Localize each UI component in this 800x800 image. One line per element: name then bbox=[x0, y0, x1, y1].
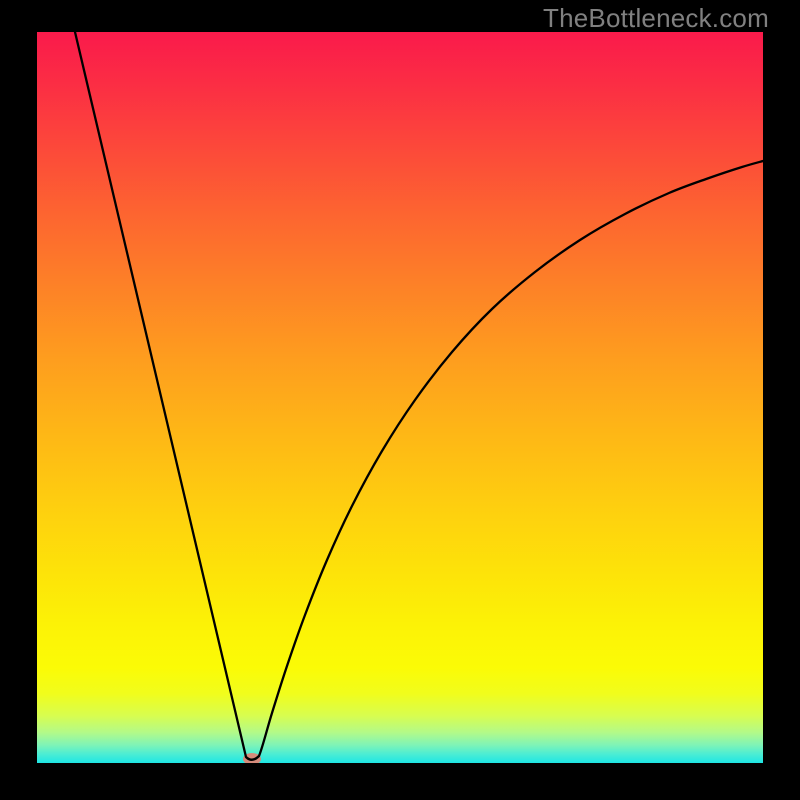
plot-svg bbox=[37, 32, 763, 763]
plot-area bbox=[37, 32, 763, 763]
gradient-background bbox=[37, 32, 763, 763]
watermark-text: TheBottleneck.com bbox=[543, 3, 769, 34]
